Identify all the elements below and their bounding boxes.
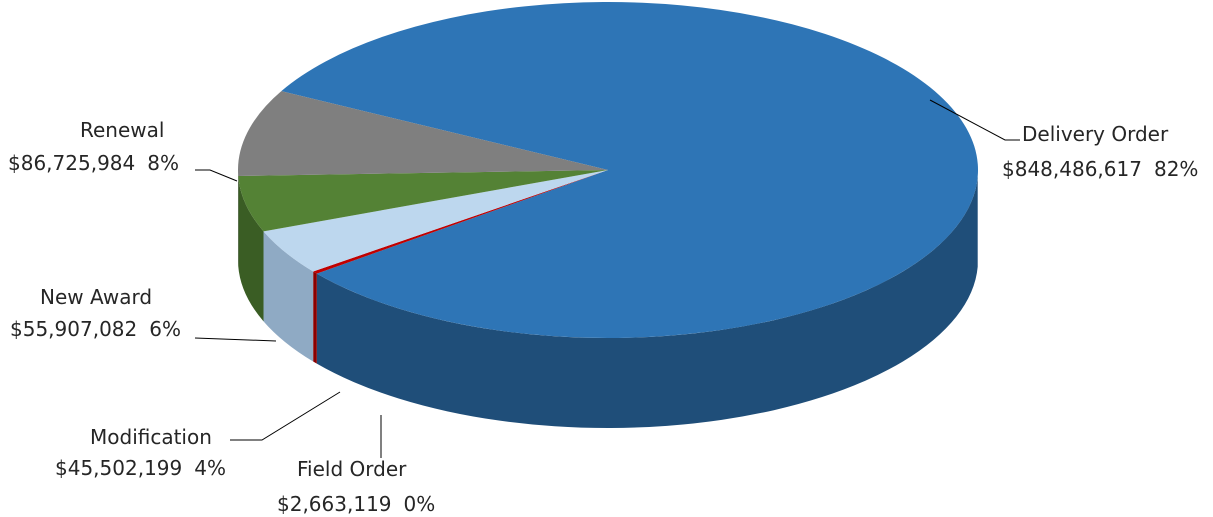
pie-slice-delivery-order <box>281 1 979 338</box>
pie-tops <box>238 1 979 338</box>
slice-percent-delivery-order: 82% <box>1154 157 1198 181</box>
pie-sides <box>238 170 978 428</box>
slice-value-new-award: $55,907,082 6% <box>10 317 181 341</box>
slice-amount-modification: $45,502,199 <box>55 456 182 480</box>
slice-amount-new-award: $55,907,082 <box>10 317 137 341</box>
slice-amount-delivery-order: $848,486,617 <box>1002 157 1142 181</box>
leader-lines <box>194 99 1020 458</box>
pie-side-delivery-order <box>316 176 978 428</box>
slice-value-modification: $45,502,199 4% <box>55 456 226 480</box>
slice-percent-field-order: 0% <box>404 492 436 516</box>
slice-label-new-award: New Award <box>40 285 152 309</box>
slice-amount-field-order: $2,663,119 <box>277 492 392 516</box>
slice-label-modification: Modification <box>90 425 212 449</box>
slice-label-field-order: Field Order <box>297 457 407 481</box>
slice-percent-modification: 4% <box>194 456 226 480</box>
slice-value-field-order: $2,663,119 0% <box>277 492 435 516</box>
pie-slice-renewal <box>238 91 609 176</box>
slice-value-renewal: $86,725,984 8% <box>8 151 179 175</box>
pie-side-field-order <box>313 271 317 364</box>
leader-line-renewal <box>195 169 238 182</box>
slice-value-delivery-order: $848,486,617 82% <box>1002 157 1198 181</box>
pie-slice-field-order <box>313 170 608 274</box>
leader-line-modification <box>230 391 341 441</box>
slice-amount-renewal: $86,725,984 <box>8 151 135 175</box>
leader-line-delivery-order <box>929 99 1020 141</box>
slice-label-renewal: Renewal <box>80 118 164 142</box>
leader-line-new-award <box>194 337 277 342</box>
slice-percent-new-award: 6% <box>149 317 181 341</box>
pie-side-new-award <box>238 175 264 322</box>
slice-label-delivery-order: Delivery Order <box>1022 122 1169 146</box>
pie-side-modification <box>263 231 314 362</box>
pie-slice-modification <box>263 170 608 272</box>
slice-percent-renewal: 8% <box>147 151 179 175</box>
pie-slice-new-award <box>238 170 608 232</box>
